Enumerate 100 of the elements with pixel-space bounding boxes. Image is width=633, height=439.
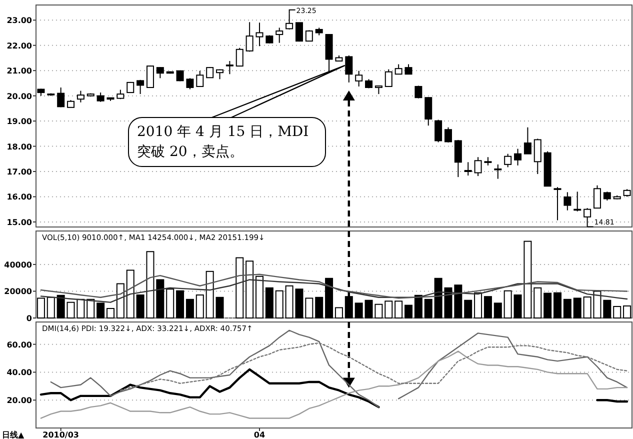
candlestick — [384, 68, 392, 87]
candlestick — [156, 66, 164, 79]
bar — [404, 304, 412, 318]
bar — [464, 300, 472, 318]
y-tick-label: 20.00 — [6, 396, 32, 406]
y-tick-label: 60.00 — [6, 340, 32, 350]
bar — [573, 298, 582, 318]
bar — [474, 292, 482, 318]
annotation: 2010 年 4 月 15 日，MDI 突破 20，卖点。 — [128, 117, 326, 167]
candlestick — [564, 192, 572, 211]
bar — [504, 290, 512, 318]
candlestick — [186, 78, 194, 90]
bar — [334, 307, 343, 318]
bar — [325, 278, 334, 318]
candlestick — [514, 148, 522, 166]
line-series — [120, 342, 628, 391]
bar — [344, 296, 353, 318]
line-series — [40, 350, 628, 419]
candlestick — [146, 65, 154, 88]
candlestick — [494, 164, 502, 180]
candlestick — [286, 13, 294, 30]
bar — [554, 292, 562, 318]
y-tick-label: 19.00 — [6, 117, 32, 126]
candlestick — [136, 79, 144, 95]
candlestick — [305, 30, 313, 42]
y-tick-label: 20000 — [4, 287, 32, 296]
bar — [384, 300, 393, 318]
candlestick — [574, 191, 582, 212]
bar — [36, 298, 45, 318]
candlestick — [434, 119, 442, 143]
bar — [623, 305, 632, 318]
bar — [236, 257, 244, 318]
x-tick-label: 2010/03 — [42, 430, 79, 439]
y-tick-label: 17.00 — [6, 168, 32, 176]
candlestick — [256, 22, 264, 47]
bar — [275, 290, 284, 318]
y-tick-label: 15.00 — [6, 218, 32, 227]
bar — [256, 276, 264, 318]
bar — [56, 294, 65, 318]
candlestick — [414, 85, 422, 99]
bar — [494, 302, 502, 318]
candlestick — [76, 90, 84, 103]
candlestick — [593, 184, 601, 209]
bar — [454, 284, 462, 318]
bar — [563, 298, 572, 318]
bar — [186, 298, 194, 318]
candlestick — [57, 86, 65, 108]
candlestick — [534, 138, 542, 175]
bar — [414, 294, 422, 318]
line-series — [40, 279, 628, 303]
bar — [106, 308, 114, 318]
bar — [484, 296, 492, 318]
y-tick-label: 20.00 — [6, 92, 32, 101]
bar — [116, 283, 124, 318]
candlestick — [365, 78, 373, 89]
bar — [265, 287, 274, 318]
bar — [216, 296, 224, 318]
bar — [613, 306, 622, 318]
bar — [176, 290, 184, 318]
bar — [544, 292, 552, 318]
candlestick — [394, 64, 402, 75]
bar — [86, 298, 95, 318]
bar — [166, 288, 174, 318]
bar — [424, 298, 432, 318]
candlestick — [424, 96, 432, 126]
bar — [246, 260, 254, 318]
candlestick — [554, 186, 562, 221]
bar — [46, 296, 55, 318]
candlestick — [504, 153, 512, 168]
candlestick — [404, 64, 412, 75]
y-tick-label: 18.00 — [6, 142, 32, 152]
y-tick-label: 16.00 — [6, 192, 32, 202]
candlestick — [524, 126, 532, 154]
candlestick — [246, 22, 254, 52]
x-tick-label: 04 — [254, 430, 266, 439]
bar — [315, 296, 324, 318]
candlestick — [276, 27, 284, 44]
bar — [603, 300, 612, 318]
bar — [206, 270, 214, 318]
candlestick — [584, 208, 592, 228]
bar — [534, 287, 542, 318]
y-tick-label: 21.00 — [6, 66, 32, 76]
candlestick — [236, 47, 244, 67]
candlestick — [464, 162, 472, 176]
candlestick — [454, 139, 462, 178]
candlestick — [226, 60, 234, 75]
bar — [394, 300, 403, 318]
y-tick-label: 23.00 — [6, 16, 32, 26]
candlestick — [295, 22, 303, 42]
candlestick — [444, 126, 452, 143]
bar — [196, 294, 204, 318]
bar — [126, 270, 134, 318]
y-tick-label: 0 — [26, 314, 32, 323]
bar — [354, 302, 363, 318]
bar — [305, 298, 314, 318]
y-tick-label: 22.00 — [6, 41, 32, 50]
candlestick — [196, 70, 204, 87]
candlestick — [206, 66, 214, 78]
y-tick-label: 40.00 — [6, 368, 32, 378]
bar — [96, 302, 105, 318]
